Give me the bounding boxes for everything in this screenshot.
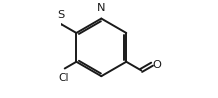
Text: Cl: Cl	[58, 73, 69, 83]
Text: N: N	[97, 3, 106, 13]
Text: S: S	[57, 10, 65, 20]
Text: O: O	[152, 60, 161, 70]
